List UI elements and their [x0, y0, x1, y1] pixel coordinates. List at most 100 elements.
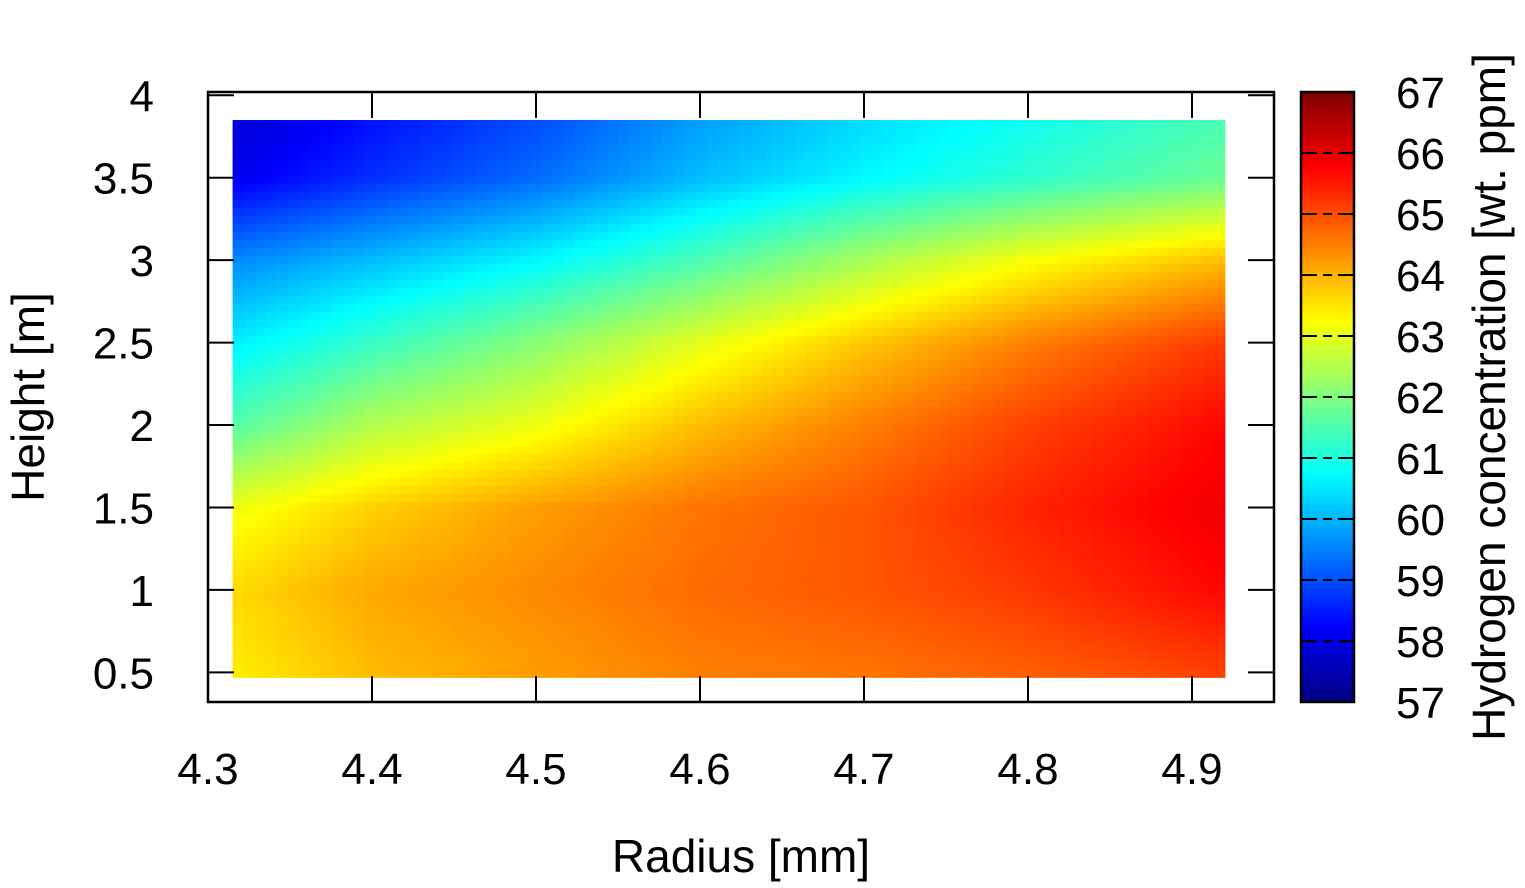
heatmap-cell	[827, 541, 840, 551]
heatmap-cell	[772, 319, 785, 328]
heatmap-cell	[453, 518, 465, 527]
heatmap-cell	[1015, 319, 1027, 328]
heatmap-cell	[453, 390, 465, 400]
heatmap-cell	[960, 565, 972, 575]
heatmap-cell	[1136, 533, 1149, 543]
heatmap-cell	[563, 446, 575, 455]
heatmap-cell	[442, 478, 454, 487]
heatmap-cell	[475, 486, 487, 495]
heatmap-cell	[1103, 342, 1116, 352]
heatmap-cell	[883, 279, 895, 288]
heatmap-cell	[375, 470, 388, 479]
heatmap-cell	[1048, 271, 1061, 280]
heatmap-cell	[464, 231, 476, 241]
heatmap-cell	[276, 533, 289, 543]
heatmap-cell	[408, 653, 421, 662]
heatmap-cell	[497, 303, 509, 312]
heatmap-cell	[442, 390, 454, 400]
heatmap-cell	[1070, 358, 1083, 368]
heatmap-cell	[971, 573, 983, 583]
heatmap-cell	[243, 629, 256, 639]
heatmap-cell	[1037, 382, 1049, 392]
heatmap-cell	[982, 526, 994, 535]
heatmap-cell	[927, 342, 939, 352]
heatmap-cell	[640, 462, 653, 471]
heatmap-cell	[364, 342, 377, 352]
heatmap-cell	[596, 581, 609, 591]
heatmap-cell	[1092, 637, 1105, 647]
heatmap-cell	[585, 470, 597, 479]
heatmap-cell	[442, 327, 454, 336]
heatmap-cell	[541, 422, 553, 432]
heatmap-cell	[530, 374, 542, 384]
heatmap-cell	[1147, 263, 1160, 272]
heatmap-cell	[1136, 661, 1149, 670]
heatmap-cell	[1191, 406, 1204, 416]
heatmap-cell	[662, 446, 675, 455]
heatmap-cell	[486, 502, 498, 511]
heatmap-cell	[805, 526, 818, 535]
heatmap-cell	[1213, 486, 1226, 495]
heatmap-cell	[1125, 653, 1138, 662]
heatmap-cell	[375, 533, 388, 543]
heatmap-cell	[794, 438, 807, 448]
heatmap-cell	[1125, 247, 1138, 256]
heatmap-cell	[1004, 541, 1016, 551]
heatmap-cell	[1026, 398, 1038, 408]
heatmap-cell	[497, 597, 509, 607]
heatmap-cell	[607, 510, 620, 519]
heatmap-cell	[420, 454, 432, 463]
heatmap-cell	[993, 462, 1005, 471]
heatmap-cell	[949, 446, 961, 455]
heatmap-cell	[475, 645, 487, 654]
heatmap-cell	[375, 422, 388, 432]
heatmap-cell	[860, 589, 873, 599]
heatmap-cell	[320, 446, 333, 455]
heatmap-cell	[905, 637, 917, 647]
heatmap-cell	[265, 414, 278, 424]
heatmap-cell	[265, 327, 278, 336]
heatmap-cell	[420, 478, 432, 487]
heatmap-cell	[1114, 526, 1127, 535]
heatmap-cell	[750, 462, 763, 471]
heatmap-cell	[1191, 462, 1204, 471]
heatmap-cell	[1213, 637, 1226, 647]
heatmap-cell	[761, 533, 774, 543]
heatmap-cell	[794, 366, 807, 376]
heatmap-cell	[982, 422, 994, 432]
heatmap-cell	[1081, 573, 1094, 583]
heatmap-cell	[442, 231, 454, 241]
heatmap-cell	[563, 287, 575, 296]
heatmap-cell	[640, 478, 653, 487]
heatmap-cell	[717, 366, 730, 376]
heatmap-cell	[949, 279, 961, 288]
heatmap-cell	[276, 295, 289, 304]
heatmap-cell	[342, 533, 355, 543]
heatmap-cell	[673, 406, 686, 416]
heatmap-cell	[497, 470, 509, 479]
heatmap-cell	[397, 605, 410, 615]
heatmap-cell	[816, 303, 829, 312]
heatmap-cell	[706, 311, 719, 320]
heatmap-cell	[783, 247, 796, 256]
heatmap-cell	[431, 334, 443, 344]
heatmap-cell	[232, 541, 245, 551]
heatmap-cell	[563, 518, 575, 527]
heatmap-cell	[342, 303, 355, 312]
heatmap-cell	[739, 342, 752, 352]
heatmap-cell	[408, 342, 421, 352]
heatmap-cell	[673, 502, 686, 511]
heatmap-cell	[772, 247, 785, 256]
heatmap-cell	[849, 287, 862, 296]
heatmap-cell	[772, 541, 785, 551]
heatmap-cell	[276, 414, 289, 424]
heatmap-cell	[905, 358, 917, 368]
heatmap-cell	[497, 669, 509, 678]
heatmap-cell	[453, 541, 465, 551]
heatmap-cell	[849, 557, 862, 567]
heatmap-cell	[265, 533, 278, 543]
heatmap-cell	[574, 303, 586, 312]
heatmap-cell	[1202, 398, 1215, 408]
heatmap-cell	[860, 382, 873, 392]
heatmap-cell	[1059, 350, 1072, 360]
